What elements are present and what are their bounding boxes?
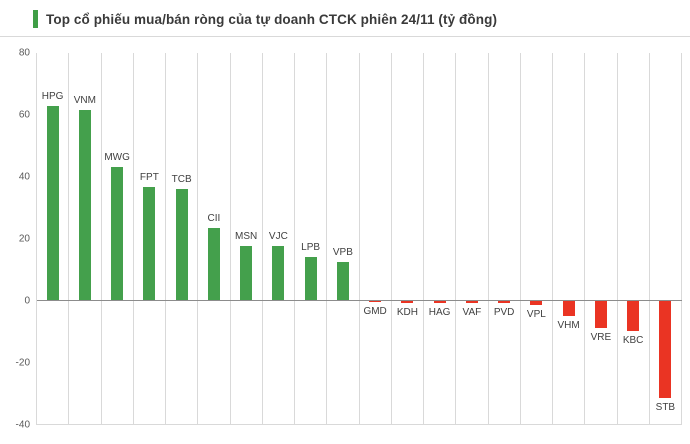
bar-column-vaf: VAF bbox=[456, 53, 489, 424]
bar-label-cii: CII bbox=[207, 212, 221, 224]
bar-label-lpb: LPB bbox=[301, 242, 321, 254]
bar-label-vaf: VAF bbox=[462, 307, 482, 319]
bar-column-vre: VRE bbox=[585, 53, 618, 424]
bar-column-vpl: VPL bbox=[521, 53, 553, 424]
bar-column-stb: STB bbox=[650, 53, 682, 424]
plot-area: HPG VNM MWG FPT TCB CII MSN VJC LPB VPB GMD KDH HAG V… bbox=[36, 53, 682, 425]
bar-hpg bbox=[46, 105, 59, 301]
bar-kdh bbox=[401, 300, 414, 304]
bar-column-cii: CII bbox=[198, 53, 231, 424]
bar-column-mwg: MWG bbox=[102, 53, 134, 424]
bar-vpb bbox=[336, 261, 349, 301]
bar-column-gmd: GMD bbox=[360, 53, 392, 424]
bar-label-vre: VRE bbox=[590, 332, 612, 344]
bar-mwg bbox=[111, 167, 124, 301]
bar-label-kbc: KBC bbox=[622, 335, 644, 347]
bar-cii bbox=[207, 227, 220, 301]
y-tick-label: 60 bbox=[18, 109, 30, 121]
bar-column-vnm: VNM bbox=[69, 53, 102, 424]
bar-label-vjc: VJC bbox=[268, 231, 288, 243]
bar-fpt bbox=[143, 187, 156, 301]
bar-vpl bbox=[530, 300, 543, 305]
bar-column-pvd: PVD bbox=[489, 53, 521, 424]
bar-label-hag: HAG bbox=[428, 307, 451, 319]
bar-column-kbc: KBC bbox=[618, 53, 650, 424]
bar-hag bbox=[433, 300, 446, 304]
title-accent-bar bbox=[33, 10, 38, 28]
bar-column-msn: MSN bbox=[231, 53, 263, 424]
bar-column-hpg: HPG bbox=[37, 53, 70, 424]
bar-label-vnm: VNM bbox=[73, 95, 96, 107]
bar-label-gmd: GMD bbox=[363, 305, 387, 317]
bar-msn bbox=[240, 246, 253, 301]
bar-lpb bbox=[304, 257, 317, 301]
chart-header: Top cổ phiếu mua/bán ròng của tự doanh C… bbox=[0, 0, 690, 36]
bar-column-fpt: FPT bbox=[134, 53, 166, 424]
y-tick-label: -40 bbox=[15, 419, 30, 431]
y-axis: 80 60 40 20 0 -20 -40 bbox=[0, 48, 36, 431]
bar-vre bbox=[594, 300, 607, 329]
bar-label-stb: STB bbox=[655, 401, 676, 413]
bar-chart: 80 60 40 20 0 -20 -40 HPG VNM MWG FPT TCB CII MSN VJC… bbox=[0, 48, 690, 431]
bar-label-mwg: MWG bbox=[104, 152, 130, 164]
bar-label-tcb: TCB bbox=[171, 174, 192, 186]
bar-label-hpg: HPG bbox=[41, 90, 64, 102]
zero-axis-line bbox=[37, 300, 682, 302]
bar-label-vpl: VPL bbox=[526, 308, 546, 320]
bar-column-vhm: VHM bbox=[553, 53, 586, 424]
bar-vnm bbox=[78, 110, 91, 301]
bar-column-vpb: VPB bbox=[327, 53, 360, 424]
bar-column-vjc: VJC bbox=[263, 53, 295, 424]
bar-vaf bbox=[465, 300, 478, 304]
y-tick-label: 40 bbox=[18, 171, 30, 183]
bar-column-hag: HAG bbox=[424, 53, 457, 424]
y-tick-label: 20 bbox=[18, 233, 30, 245]
bar-stb bbox=[659, 300, 672, 398]
bar-pvd bbox=[498, 300, 511, 304]
bar-tcb bbox=[175, 189, 188, 301]
bar-column-lpb: LPB bbox=[295, 53, 328, 424]
y-tick-label: 0 bbox=[24, 295, 30, 307]
bar-column-kdh: KDH bbox=[392, 53, 424, 424]
y-tick-label: 80 bbox=[18, 47, 30, 59]
bar-label-vhm: VHM bbox=[557, 319, 580, 331]
bar-label-fpt: FPT bbox=[139, 172, 159, 184]
bar-column-tcb: TCB bbox=[166, 53, 199, 424]
header-divider bbox=[0, 36, 690, 37]
bar-vhm bbox=[562, 300, 575, 316]
bar-label-pvd: PVD bbox=[493, 307, 515, 319]
bar-label-kdh: KDH bbox=[396, 307, 418, 319]
bar-label-vpb: VPB bbox=[332, 246, 353, 258]
bar-vjc bbox=[272, 246, 285, 301]
chart-title: Top cổ phiếu mua/bán ròng của tự doanh C… bbox=[46, 11, 498, 27]
bar-label-msn: MSN bbox=[235, 231, 258, 243]
y-tick-label: -20 bbox=[15, 357, 30, 369]
bar-kbc bbox=[627, 300, 640, 332]
